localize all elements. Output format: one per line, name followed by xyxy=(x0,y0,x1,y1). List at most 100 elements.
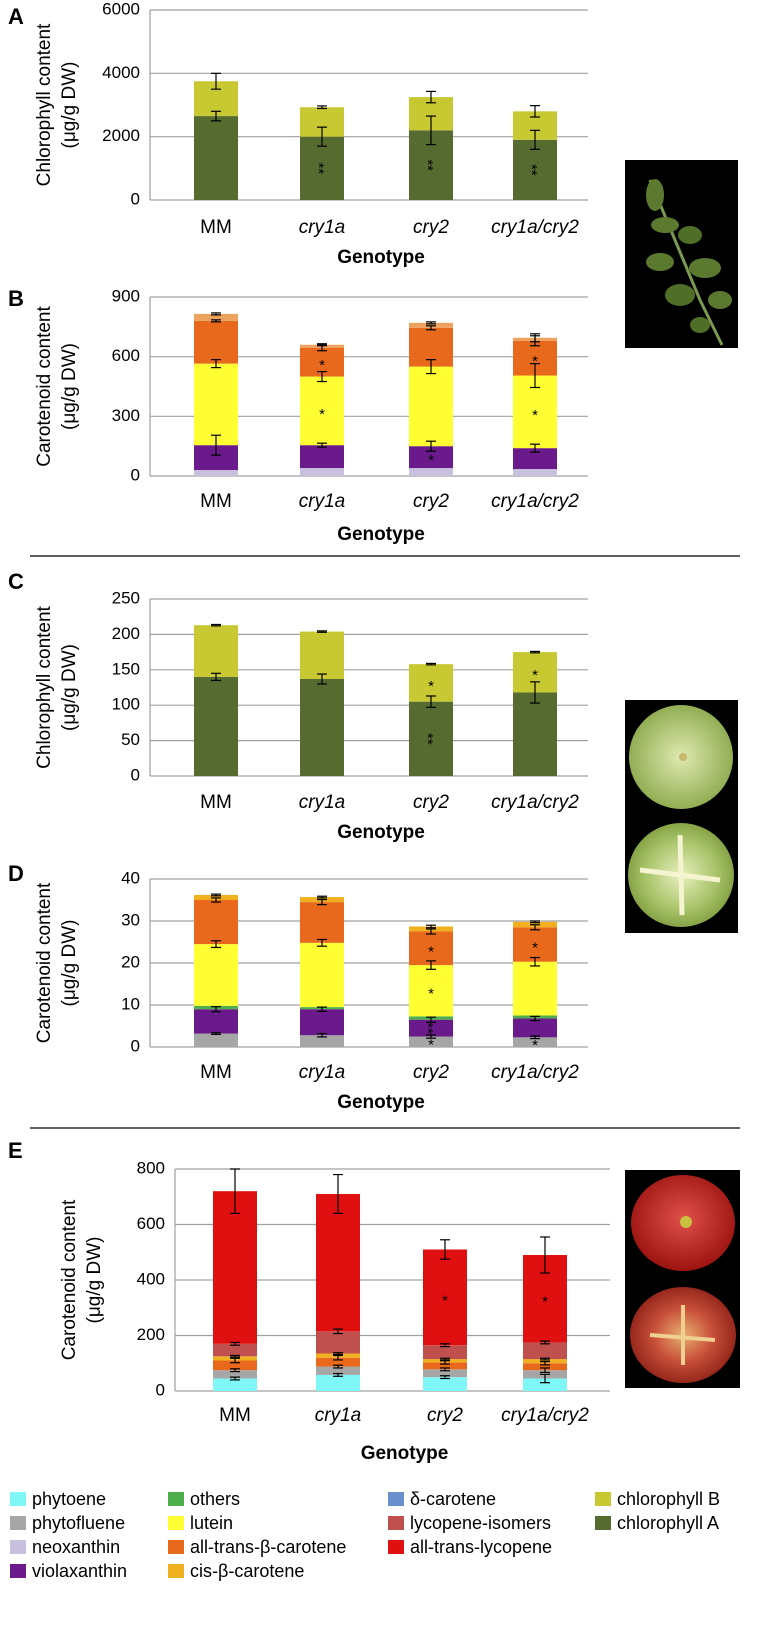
significance: * xyxy=(542,1294,548,1311)
bar-segment: lutein xyxy=(409,965,453,1017)
significance: * xyxy=(532,353,538,370)
bar-segment: neoxanthin xyxy=(409,468,453,476)
legend-label: all-trans-lycopene xyxy=(410,1537,552,1557)
y-tick-label: 30 xyxy=(121,910,140,929)
significance: ** xyxy=(419,159,436,171)
significance: ** xyxy=(419,1022,436,1034)
significance: * xyxy=(428,678,434,695)
error-bar xyxy=(426,321,436,325)
bar-segment: all-trans-β-carotene xyxy=(523,1363,567,1371)
significance: * xyxy=(532,667,538,684)
error-bar xyxy=(211,1006,221,1013)
bar-segment: violaxanthin xyxy=(194,1009,238,1034)
error-bar xyxy=(530,129,540,150)
error-bar xyxy=(540,1373,550,1384)
bar-segment: violaxanthin xyxy=(300,1009,344,1036)
y-axis-title: Carotenoid content xyxy=(34,882,55,1043)
bar-segment: lutein xyxy=(194,363,238,446)
legend-swatch xyxy=(168,1540,184,1554)
error-bar xyxy=(530,681,540,704)
x-tick-label: cry1a/cry2 xyxy=(501,1405,589,1426)
bar-segment: neoxanthin xyxy=(300,468,344,476)
significance: * xyxy=(532,939,538,956)
error-bar xyxy=(440,1360,450,1365)
x-tick-label: cry1a/cry2 xyxy=(491,217,579,238)
error-bar xyxy=(317,126,327,147)
bar-segment: phytofluene xyxy=(300,1035,344,1047)
error-bar xyxy=(211,359,221,369)
significance: * xyxy=(532,407,538,424)
bar-segment: all-trans-β-carotene xyxy=(300,902,344,943)
legend-label: phytoene xyxy=(32,1489,106,1509)
error-bar xyxy=(530,363,540,389)
error-bar xyxy=(540,1357,550,1361)
error-bar xyxy=(211,312,221,316)
y-tick-label: 400 xyxy=(137,1269,165,1288)
error-bar xyxy=(530,105,540,118)
error-bar xyxy=(540,1360,550,1366)
bar-segment: all-trans-β-carotene xyxy=(213,1360,257,1371)
legend-swatch xyxy=(168,1492,184,1506)
error-bar xyxy=(317,673,327,685)
bar-segment: cis-β-carotene xyxy=(194,313,238,321)
error-bar xyxy=(211,110,221,122)
error-bar xyxy=(440,1375,450,1380)
legend-swatch xyxy=(388,1516,404,1530)
error-bar xyxy=(230,1341,240,1346)
bar-segment: chlorophyll A xyxy=(409,701,453,776)
panel-label: E xyxy=(8,1138,23,1163)
error-bar xyxy=(317,630,327,633)
bar-segment: phytofluene xyxy=(194,1033,238,1047)
bar-segment: all-trans-β-carotene xyxy=(194,900,238,945)
y-tick-label: 10 xyxy=(121,994,140,1013)
x-tick-label: cry2 xyxy=(413,217,449,238)
legend-label: chlorophyll A xyxy=(617,1513,719,1533)
x-tick-label: cry2 xyxy=(413,1062,449,1083)
bar-segment: phytoene xyxy=(523,1378,567,1391)
x-tick-label: MM xyxy=(219,1405,251,1426)
error-bar xyxy=(530,333,540,343)
x-tick-label: cry1a xyxy=(299,1062,345,1083)
y-tick-label: 0 xyxy=(131,189,140,208)
bar-segment: neoxanthin xyxy=(194,470,238,476)
y-tick-label: 600 xyxy=(137,1214,165,1233)
y-tick-label: 6000 xyxy=(102,0,140,18)
bar-segment: lutein xyxy=(409,366,453,447)
y-tick-label: 2000 xyxy=(102,126,140,145)
error-bar xyxy=(230,1357,240,1364)
bar-segment: phytofluene xyxy=(213,1370,257,1379)
x-tick-label: cry1a/cry2 xyxy=(491,491,579,512)
panel-label: A xyxy=(8,4,24,29)
error-bar xyxy=(530,1035,540,1040)
x-tick-label: cry1a xyxy=(299,792,345,813)
bar-segment: all-trans-β-carotene xyxy=(409,931,453,966)
panel-label: B xyxy=(8,286,24,311)
x-tick-label: MM xyxy=(200,792,232,813)
x-tick-label: cry1a xyxy=(299,217,345,238)
y-tick-label: 20 xyxy=(121,952,140,971)
y-axis-title: Chlorophyll content xyxy=(34,605,55,768)
legend-label: lycopene-isomers xyxy=(410,1513,551,1533)
legend-swatch xyxy=(595,1492,611,1506)
error-bar xyxy=(211,897,221,903)
error-bar xyxy=(530,443,540,453)
error-bar xyxy=(333,1173,343,1215)
significance: * xyxy=(319,406,325,423)
error-bar xyxy=(426,928,436,935)
error-bar xyxy=(211,940,221,949)
error-bar xyxy=(333,1328,343,1335)
significance: * xyxy=(532,1037,538,1054)
legend-swatch xyxy=(388,1540,404,1554)
error-bar xyxy=(426,440,436,452)
error-bar xyxy=(530,924,540,931)
x-tick-label: MM xyxy=(200,1062,232,1083)
error-bar xyxy=(426,695,436,708)
bar-segment: chlorophyll A xyxy=(194,116,238,200)
y-tick-label: 0 xyxy=(156,1380,165,1399)
error-bar xyxy=(426,325,436,331)
panel-label: C xyxy=(8,569,24,594)
error-bar xyxy=(230,1376,240,1381)
legend-swatch xyxy=(168,1516,184,1530)
error-bar xyxy=(426,1034,436,1039)
y-tick-label: 900 xyxy=(112,286,140,305)
